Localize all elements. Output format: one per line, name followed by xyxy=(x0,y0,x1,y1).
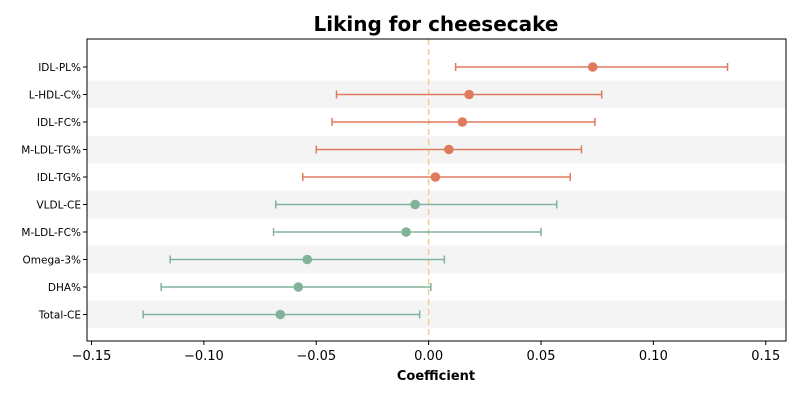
estimate-point-m-ldl-fc xyxy=(401,227,411,237)
plot-frame xyxy=(86,38,787,342)
chart-title: Liking for cheesecake xyxy=(314,12,559,36)
estimate-point-total-ce xyxy=(275,309,286,320)
y-tick-label-dha: DHA% xyxy=(48,282,81,294)
estimate-point-idl-fc xyxy=(457,117,468,127)
y-tick-label-idl-pl: IDL-PL% xyxy=(38,62,81,74)
x-tick-label: 0.00 xyxy=(414,349,443,364)
estimate-point-idl-pl xyxy=(587,62,598,72)
estimate-point-l-hdl-c xyxy=(464,89,474,100)
y-tick-label-l-hdl-c: L-HDL-C% xyxy=(29,90,81,102)
x-ticks: −0.15 −0.10 −0.05 0.00 0.05 0.10 0.15 xyxy=(72,341,780,364)
y-tick-label-m-ldl-tg: M-LDL-TG% xyxy=(21,145,81,157)
x-tick-label: −0.10 xyxy=(184,349,224,364)
estimate-point-idl-tg xyxy=(430,172,441,182)
estimate-point-vldl-ce xyxy=(410,199,420,210)
estimate-point-dha xyxy=(293,282,304,292)
estimate-point-omega-3 xyxy=(302,254,313,265)
x-tick-label: −0.05 xyxy=(296,349,336,364)
y-tick-label-total-ce: Total-CE xyxy=(38,310,81,322)
estimate-point-m-ldl-tg xyxy=(444,144,454,155)
y-tick-label-omega-3: Omega-3% xyxy=(23,255,82,267)
y-tick-label-idl-tg: IDL-TG% xyxy=(37,172,81,184)
x-tick-label: 0.15 xyxy=(751,349,780,364)
x-tick-label: −0.15 xyxy=(72,349,112,364)
x-tick-label: 0.05 xyxy=(527,349,556,364)
y-tick-label-m-ldl-fc: M-LDL-FC% xyxy=(21,227,81,239)
point-estimates xyxy=(275,62,598,320)
axes-frame xyxy=(86,38,787,342)
x-axis-label: Coefficient xyxy=(397,369,475,384)
y-tick-label-vldl-ce: VLDL-CE xyxy=(36,200,81,212)
y-tick-labels: IDL-PL% L-HDL-C% IDL-FC% M-LDL-TG% IDL-TG% VL… xyxy=(21,62,87,322)
x-tick-label: 0.10 xyxy=(639,349,668,364)
y-tick-label-idl-fc: IDL-FC% xyxy=(37,117,81,129)
